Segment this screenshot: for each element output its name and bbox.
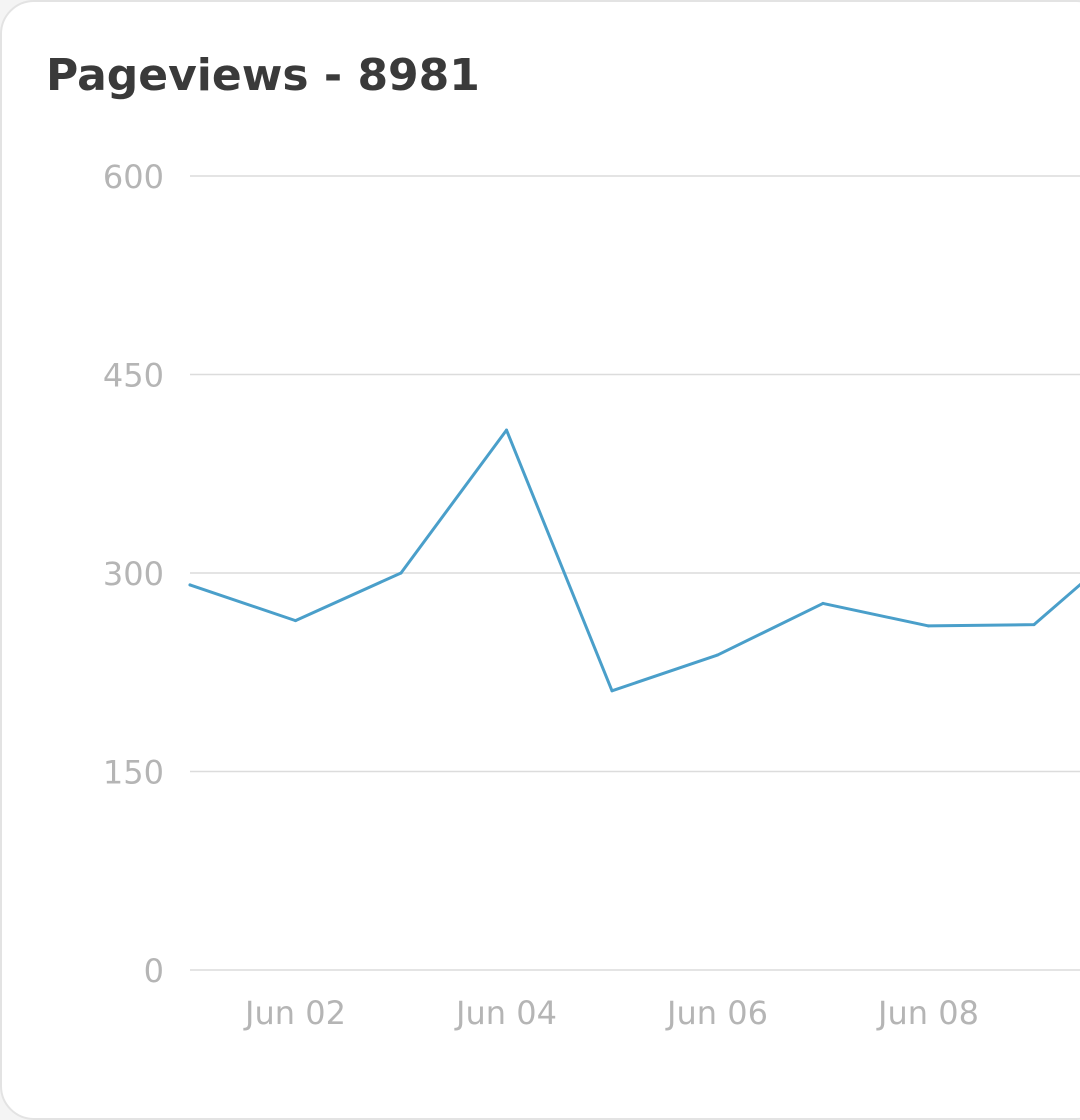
y-tick-label: 450: [103, 357, 164, 395]
x-tick-label: Jun 02: [243, 994, 346, 1032]
data-point[interactable]: [189, 583, 192, 586]
x-tick-label: Jun 04: [454, 994, 557, 1032]
data-point[interactable]: [1033, 623, 1036, 626]
data-point[interactable]: [822, 602, 825, 605]
series-layer: [189, 429, 1080, 693]
pageviews-line-chart: 0 150 300 450 600 Jun 02 Jun 04 Jun 06 Jun 08: [2, 2, 1080, 1082]
data-point[interactable]: [294, 619, 297, 622]
data-point[interactable]: [400, 572, 403, 575]
y-tick-label: 0: [144, 952, 164, 990]
data-point[interactable]: [611, 689, 614, 692]
data-point[interactable]: [927, 624, 930, 627]
data-point[interactable]: [716, 654, 719, 657]
y-axis-ticks: 0 150 300 450 600: [103, 158, 164, 990]
data-point[interactable]: [505, 429, 508, 432]
x-tick-label: Jun 08: [876, 994, 979, 1032]
grid-lines: [190, 176, 1080, 970]
y-tick-label: 150: [103, 754, 164, 792]
x-axis-ticks: Jun 02 Jun 04 Jun 06 Jun 08: [243, 994, 979, 1032]
series-line: [190, 430, 1080, 691]
y-tick-label: 600: [103, 158, 164, 196]
y-tick-label: 300: [103, 555, 164, 593]
x-tick-label: Jun 06: [665, 994, 768, 1032]
